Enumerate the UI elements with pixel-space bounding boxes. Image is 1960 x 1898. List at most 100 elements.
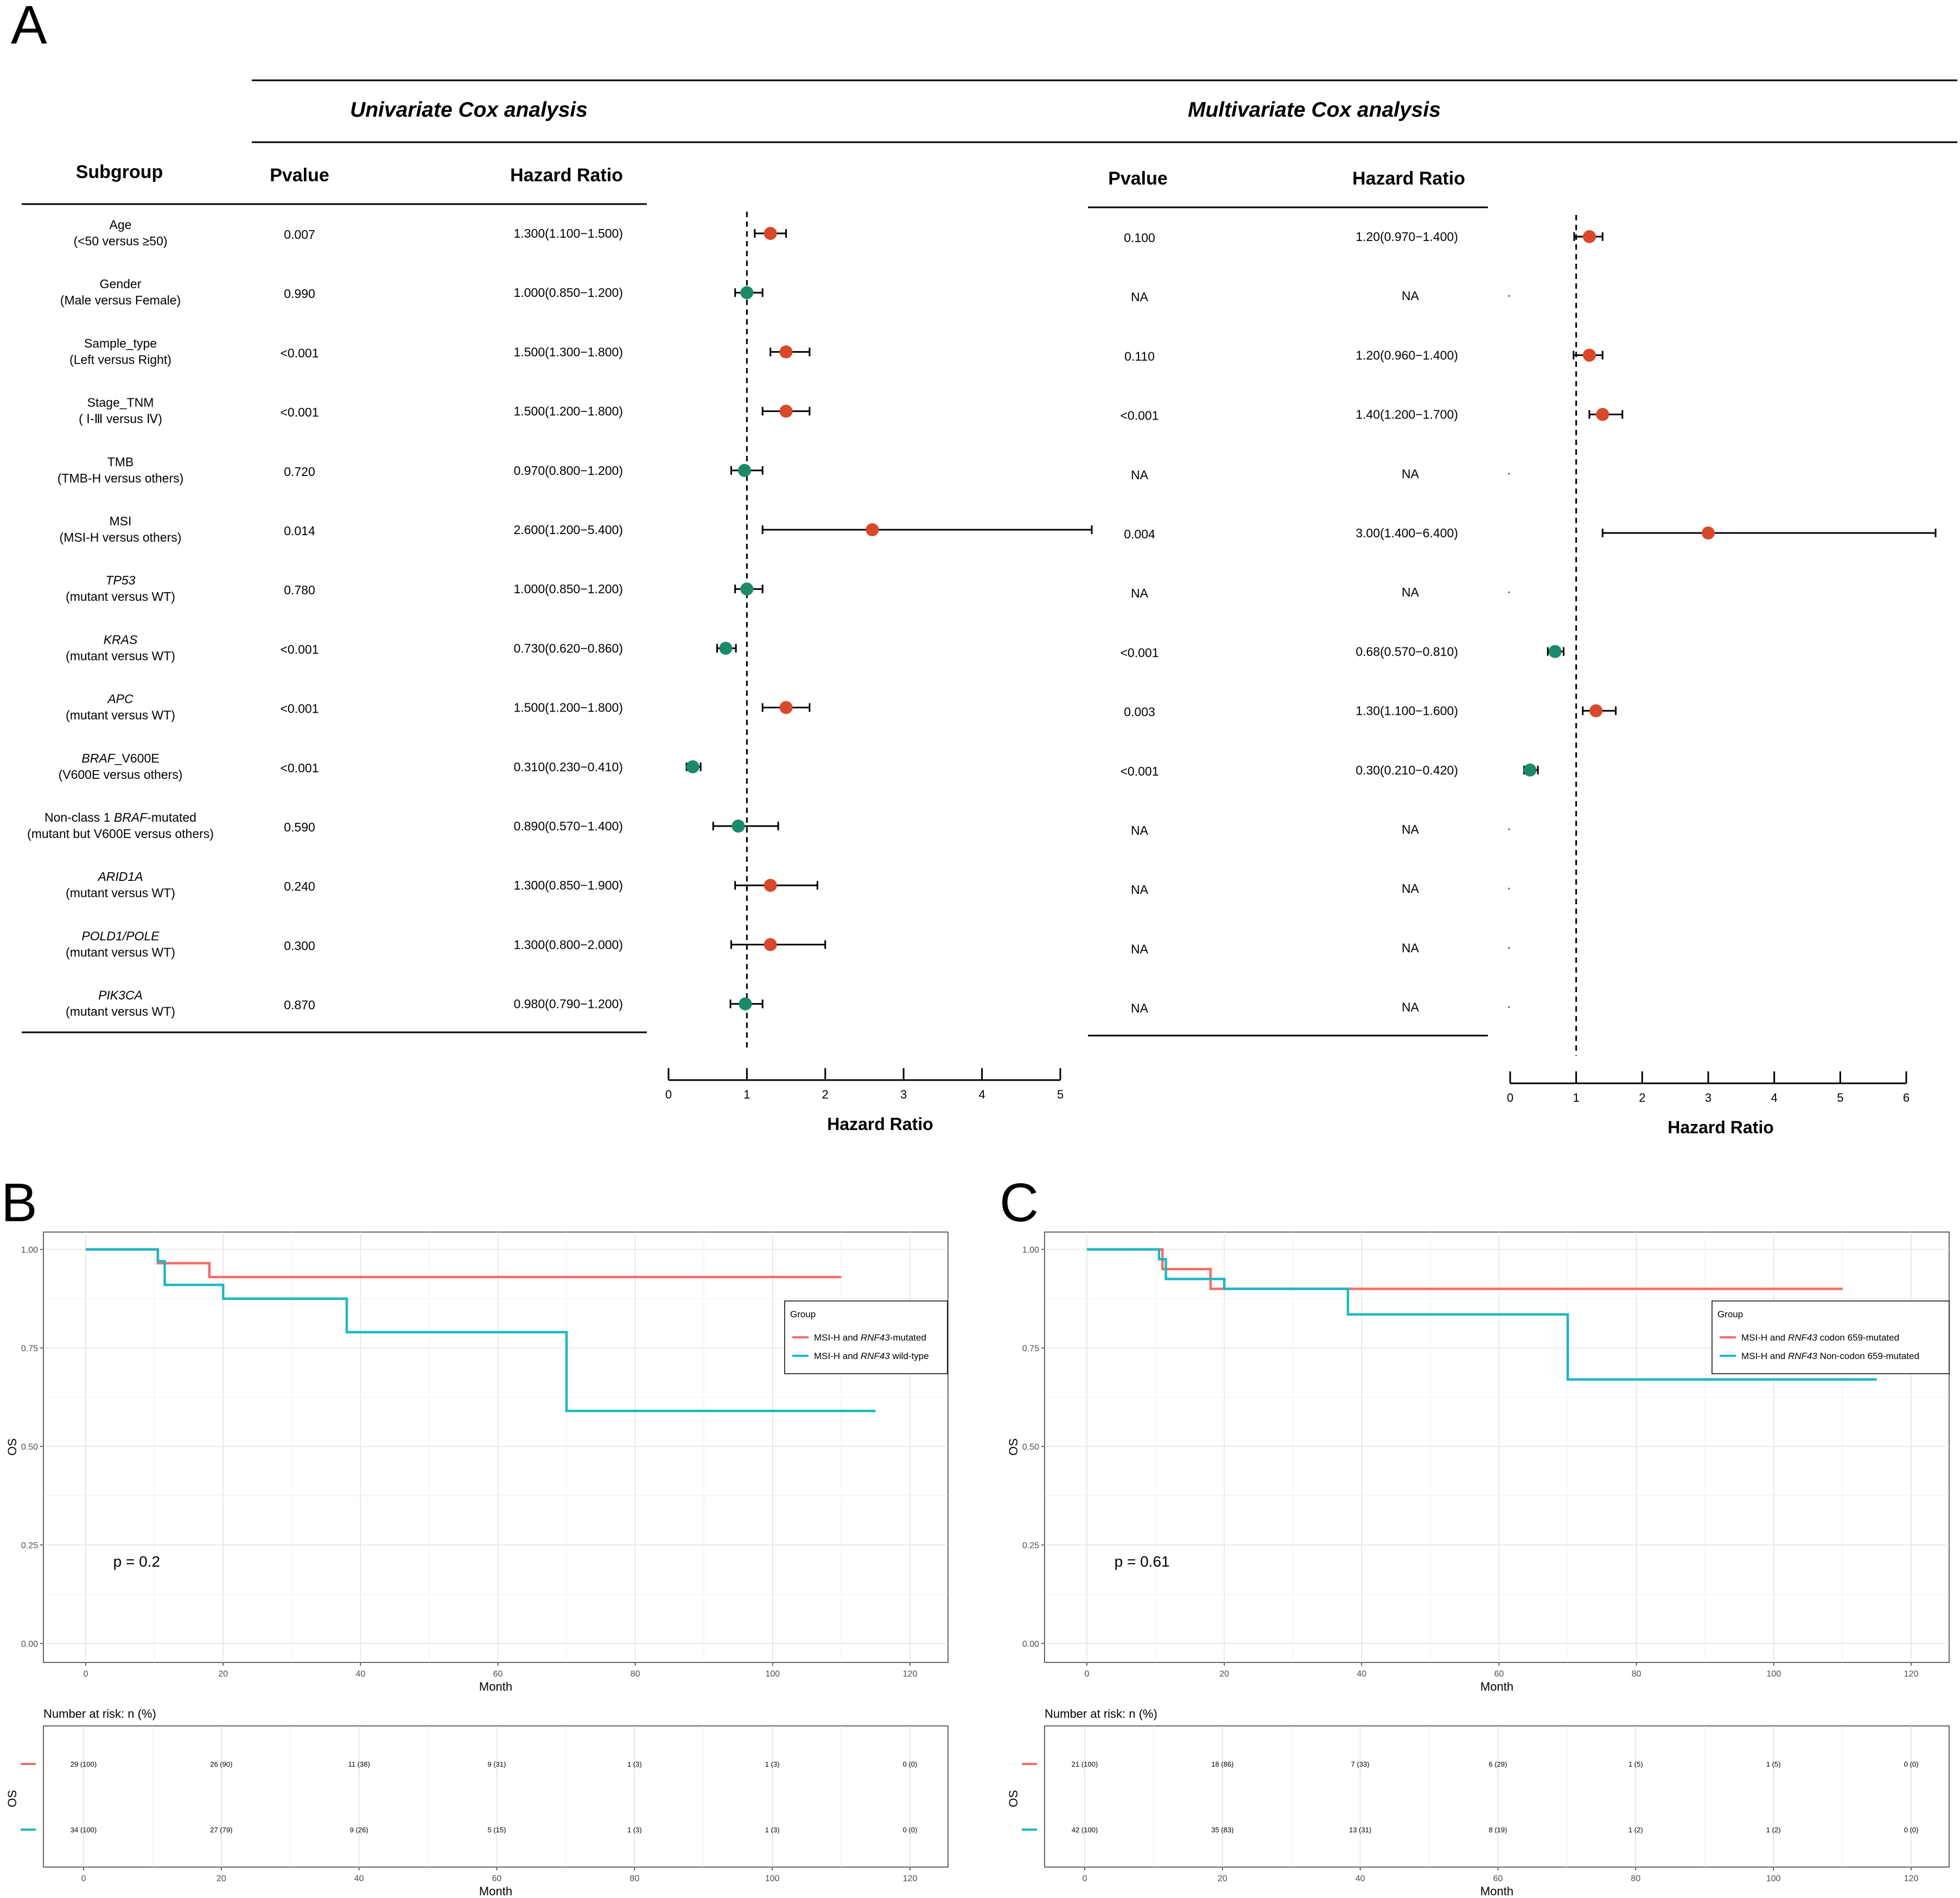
risk-count: 18 (86): [1211, 1760, 1233, 1768]
x-tick-label: 120: [903, 1874, 918, 1883]
multi-hazard-ratio: 3.00(1.400−6.400): [1356, 526, 1458, 540]
x-axis-title: Month: [1480, 1680, 1513, 1693]
legend-label: MSI-H and RNF43 codon 659-mutated: [1741, 1332, 1899, 1343]
survival-curve: [86, 1248, 876, 1412]
risk-count: 35 (83): [1211, 1826, 1233, 1834]
legend-label: MSI-H and RNF43 wild-type: [814, 1351, 929, 1361]
hazard-ratio-point: [779, 404, 793, 418]
subgroup-name: Stage_TNM: [87, 396, 154, 410]
x-tick-label: 80: [629, 1874, 639, 1883]
subgroup-comparison: (mutant versus WT): [66, 1005, 175, 1019]
multi-hazard-ratio: NA: [1402, 585, 1420, 599]
x-tick-label: 0: [81, 1874, 86, 1883]
multi-pvalue: <0.001: [1121, 645, 1159, 659]
y-tick-label: 0.50: [1022, 1443, 1039, 1452]
missing-marker: [1508, 1006, 1510, 1008]
hazard-ratio-point: [740, 582, 754, 596]
panel-label-a: A: [11, 0, 47, 55]
multi-pvalue: NA: [1131, 1001, 1149, 1015]
hazard-ratio-point: [866, 523, 879, 536]
p-value: p = 0.61: [1115, 1553, 1170, 1570]
x-tick-label: 6: [1903, 1091, 1910, 1104]
hazard-ratio-point: [719, 642, 733, 655]
subgroup-name: APC: [106, 692, 133, 706]
subgroup-comparison: (mutant versus WT): [66, 589, 175, 604]
missing-marker: [1508, 887, 1510, 890]
forest-row: Non-class 1 BRAF-mutated (mutant but V600…: [27, 810, 1420, 841]
legend-box: [1711, 1300, 1950, 1374]
x-tick-label: 4: [1771, 1091, 1778, 1104]
multi-pvalue: NA: [1131, 586, 1149, 600]
uni-hazard-ratio: 0.730(0.620−0.860): [514, 641, 623, 655]
y-tick-label: 1.00: [1022, 1246, 1039, 1255]
x-tick-label: 3: [1705, 1091, 1711, 1104]
forest-row: APC (mutant versus WT) <0.001 1.500(1.200−1…: [66, 692, 1458, 722]
forest-row: TP53 (mutant versus WT) 0.780 1.000(0.850−1…: [66, 573, 1420, 604]
subgroup-label: Sample_type: [84, 336, 157, 350]
uni-pvalue: <0.001: [281, 702, 319, 716]
uni-pvalue: 0.870: [284, 998, 315, 1012]
multi-hazard-ratio: 1.30(1.100−1.600): [1356, 704, 1458, 718]
forest-marks: [1508, 230, 1937, 1008]
y-axis-title: OS: [5, 1438, 19, 1456]
risk-plot-area: [43, 1725, 949, 1868]
multi-pvalue: <0.001: [1121, 764, 1159, 778]
risk-count: 1 (2): [1766, 1826, 1781, 1834]
legend-label: MSI-H and RNF43-mutated: [814, 1332, 926, 1343]
x-tick-label: 0: [1083, 1874, 1087, 1883]
subgroup-prefix: Non-class 1: [44, 810, 114, 824]
y-axis-title: OS: [5, 1790, 19, 1807]
risk-count: 1 (5): [1766, 1760, 1781, 1768]
legend-label-suffix: Non-codon 659-mutated: [1817, 1351, 1919, 1361]
x-tick-label: 40: [1357, 1670, 1366, 1679]
risk-table-title: Number at risk: n (%): [1045, 1707, 1157, 1721]
uni-hazard-ratio: 1.500(1.200−1.800): [514, 701, 623, 715]
risk-count: 1 (3): [627, 1760, 642, 1768]
hazard-ratio-point: [1702, 526, 1715, 539]
legend-label-prefix: MSI-H and: [1741, 1332, 1788, 1343]
missing-marker: [1508, 828, 1510, 830]
gene-name: RNF43: [861, 1332, 890, 1343]
risk-count: 1 (3): [765, 1826, 780, 1834]
subgroup-comparison: (mutant versus WT): [66, 708, 175, 722]
x-tick-label: 0: [1085, 1670, 1090, 1679]
hazard-ratio-point: [1583, 348, 1596, 362]
x-tick-label: 4: [978, 1088, 985, 1101]
subgroup-name: PIK3CA: [98, 988, 143, 1002]
legend-label-suffix: codon 659-mutated: [1817, 1332, 1899, 1343]
forest-row: KRAS (mutant versus WT) <0.001 0.730(0.620−…: [66, 632, 1458, 663]
x-tick-label: 0: [1507, 1091, 1513, 1104]
x-tick-label: 20: [1218, 1874, 1227, 1883]
risk-count: 9 (26): [350, 1826, 368, 1834]
y-tick-label: 0.25: [1022, 1541, 1039, 1551]
hazard-ratio-point: [686, 760, 699, 773]
y-tick-label: 0.75: [1022, 1344, 1039, 1354]
x-tick-label: 80: [1631, 1874, 1640, 1883]
subgroup-comparison: (mutant but V600E versus others): [27, 827, 214, 841]
x-tick-label: 100: [1766, 1874, 1781, 1883]
risk-count: 0 (0): [903, 1760, 918, 1768]
subgroup-comparison: (mutant versus WT): [66, 945, 175, 959]
x-tick-label: 60: [1494, 1670, 1504, 1679]
uni-pvalue: 0.240: [284, 879, 315, 893]
subgroup-label: Age: [110, 218, 132, 232]
risk-count: 0 (0): [1904, 1760, 1919, 1768]
x-axis-ticks: 0 1 2 3 4 5 6: [1507, 1071, 1910, 1104]
x-axis-title: Hazard Ratio: [827, 1114, 933, 1134]
risk-count: 13 (31): [1349, 1826, 1371, 1834]
subgroup-label: PIK3CA: [98, 988, 143, 1002]
subgroup-comparison: (mutant versus WT): [66, 649, 175, 663]
missing-marker: [1508, 473, 1510, 475]
risk-table: Number at risk: n (%) 0 20 40 60 80 100 120 Mont…: [5, 1707, 949, 1898]
hazard-ratio-point: [731, 820, 745, 833]
uni-hazard-ratio: 0.980(0.790−1.200): [514, 997, 623, 1011]
hazard-ratio-point: [763, 879, 777, 892]
multi-pvalue: NA: [1131, 942, 1149, 956]
risk-count: 1 (3): [627, 1826, 642, 1834]
subgroup-comparison: (mutant versus WT): [66, 886, 175, 900]
x-tick-label: 3: [900, 1088, 907, 1101]
risk-count: 27 (79): [210, 1826, 232, 1834]
forest-row: TMB (TMB-H versus others) 0.720 0.970(0.800…: [58, 455, 1420, 485]
uni-pvalue: <0.001: [281, 346, 319, 360]
multi-pvalue: NA: [1131, 823, 1149, 837]
